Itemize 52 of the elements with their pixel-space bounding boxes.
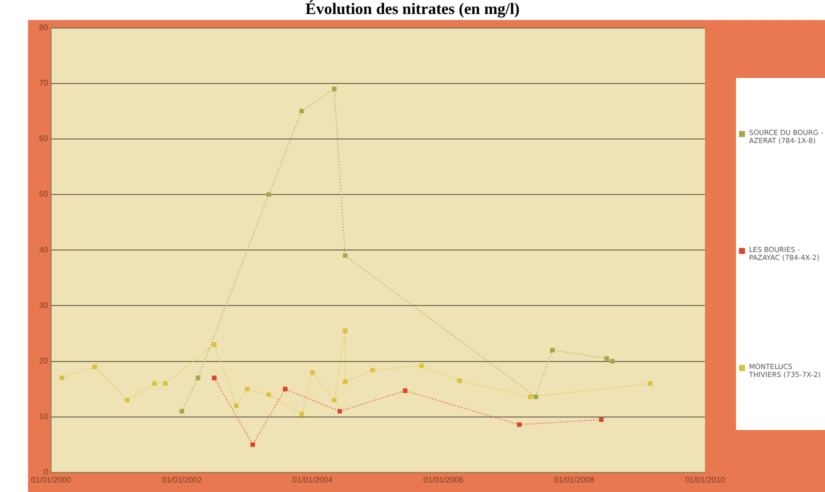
point <box>550 348 555 352</box>
point <box>212 342 217 347</box>
point <box>528 394 533 400</box>
point <box>266 192 271 197</box>
point <box>332 86 336 92</box>
point <box>299 108 304 114</box>
y-tick-label: 60 <box>39 134 49 144</box>
point <box>599 417 604 422</box>
point <box>342 253 348 258</box>
point <box>163 381 168 386</box>
point <box>196 376 200 380</box>
point <box>604 356 609 361</box>
x-tick-label: 01/01/2002 <box>162 475 202 484</box>
y-tick-label: 70 <box>39 78 49 88</box>
point <box>92 364 97 370</box>
point <box>152 381 157 386</box>
point <box>534 394 538 400</box>
point <box>402 388 408 393</box>
point <box>180 409 184 414</box>
point <box>234 403 239 408</box>
chart-title: Évolution des nitrates (en mg/l) <box>304 0 521 20</box>
point <box>338 409 342 414</box>
point <box>419 363 424 368</box>
point <box>310 370 315 375</box>
y-tick-label: 0 <box>44 468 49 477</box>
point <box>342 380 348 384</box>
point <box>250 442 256 447</box>
point <box>610 358 615 364</box>
point <box>282 386 288 392</box>
point <box>342 328 348 333</box>
y-tick-label: 10 <box>39 412 49 422</box>
y-tick-label: 50 <box>39 190 49 199</box>
point <box>299 412 304 416</box>
x-tick-label: 01/01/2008 <box>554 475 595 484</box>
point <box>370 368 375 372</box>
x-tick-label: 01/01/2000 <box>30 475 72 484</box>
point <box>266 392 271 397</box>
point <box>457 378 462 383</box>
point <box>124 398 130 402</box>
y-tick-label: 30 <box>39 300 49 310</box>
y-tick-label: 80 <box>39 23 49 32</box>
point <box>332 398 336 402</box>
point <box>517 422 522 427</box>
point <box>59 376 64 380</box>
point <box>648 381 652 386</box>
y-tick-label: 40 <box>39 245 49 254</box>
point <box>212 376 217 380</box>
point <box>244 386 250 392</box>
y-tick-label: 20 <box>39 356 49 366</box>
x-tick-label: 01/01/2010 <box>684 475 726 484</box>
x-tick-label: 01/01/2004 <box>292 475 334 484</box>
x-tick-label: 01/01/2006 <box>423 475 464 484</box>
